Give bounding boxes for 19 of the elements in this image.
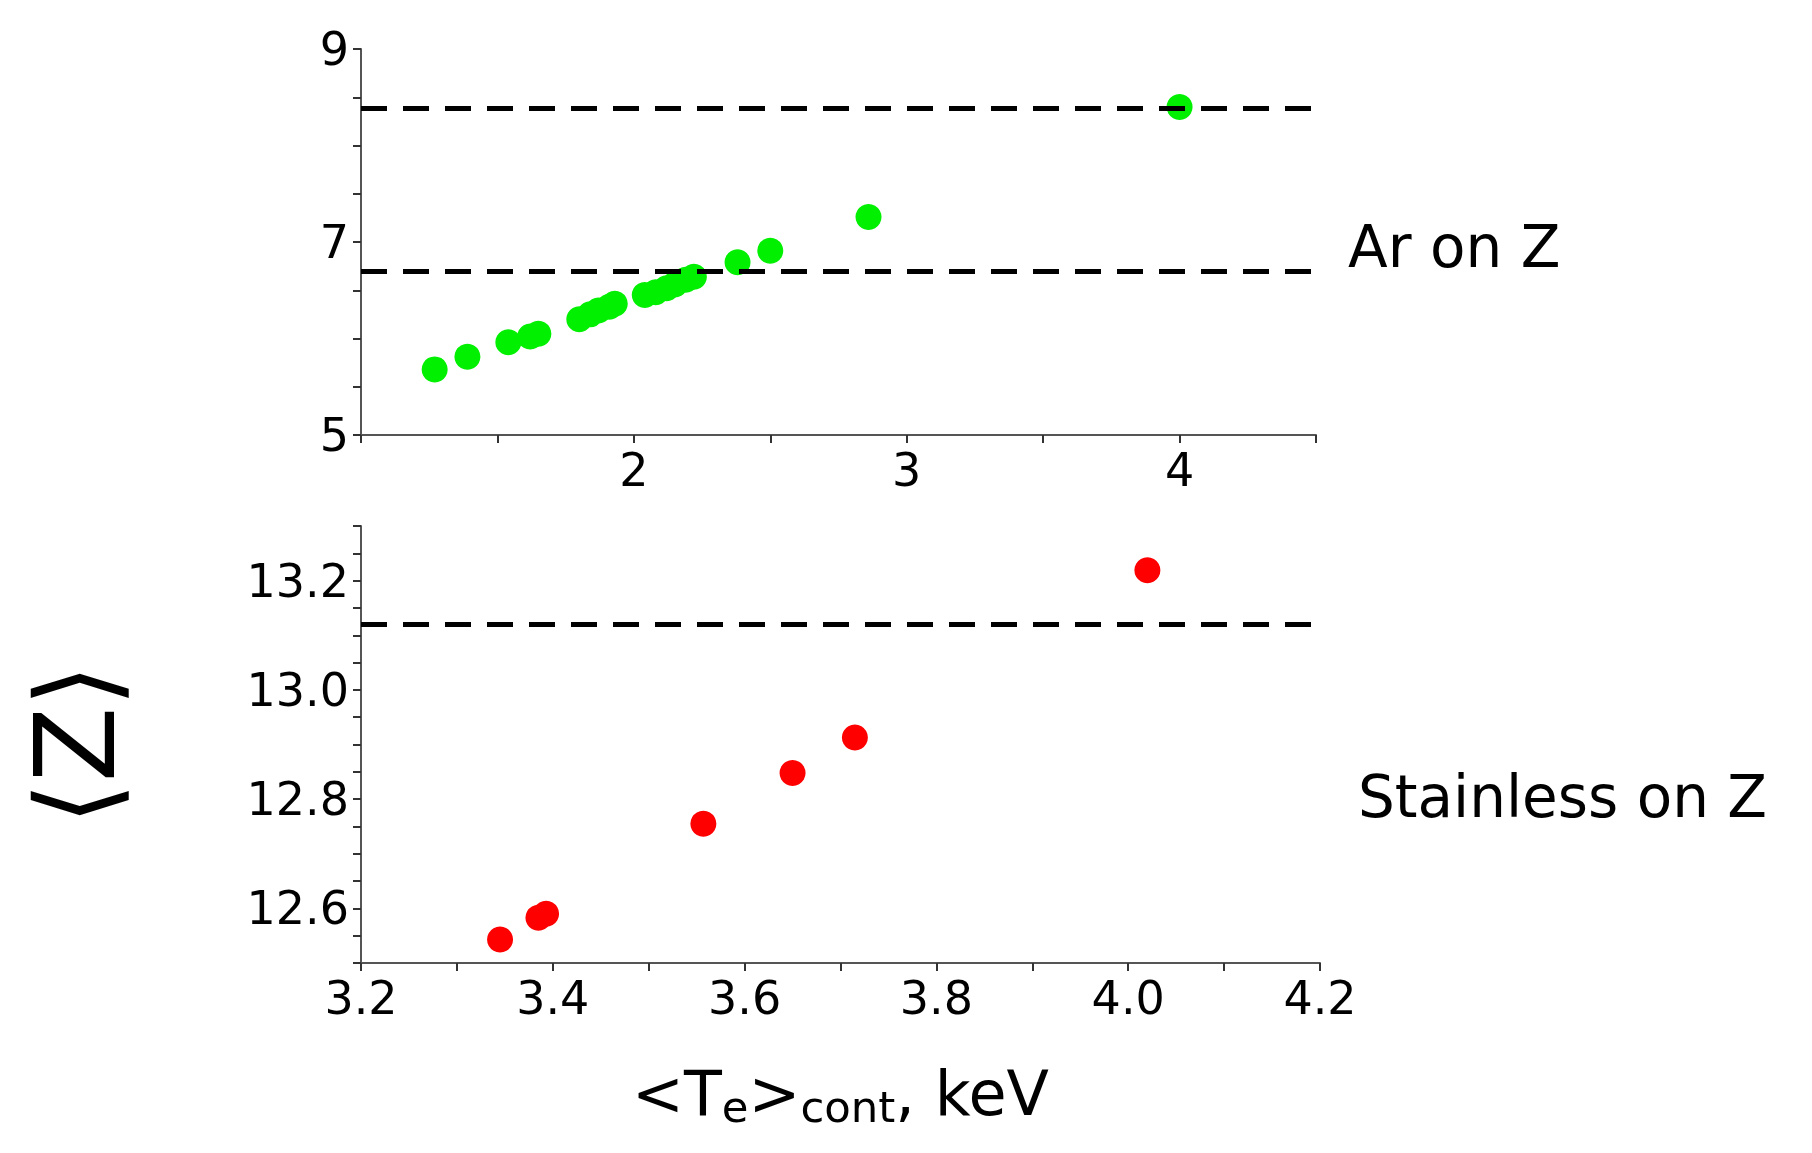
x-tick-label: 3.8 [899,971,973,1025]
x-tick-label: 4.0 [1091,971,1165,1025]
x-tick-label: 4 [1164,443,1195,497]
x-tick-label: 3.6 [708,971,782,1025]
text: Ar on Z [1348,213,1561,281]
y-tick-label: 13.2 [246,553,349,608]
x-tick-label: 2 [619,443,649,497]
x-tick-label: 4.2 [1283,971,1357,1025]
y-tick-label: 12.8 [246,772,349,827]
text: Stainless on Z [1358,763,1768,831]
y-tick-label: 9 [319,22,349,76]
y-tick-label: 12.6 [246,881,349,936]
y-tick-label: 7 [319,215,349,269]
x-tick-label: 3.4 [516,971,590,1025]
y-tick-label: 5 [319,408,349,462]
y-axis-title: ⟨Z⟩ [12,663,140,826]
x-tick-label: 3.2 [324,971,398,1025]
y-tick-label: 13.0 [246,662,349,717]
x-tick-label: 3 [892,443,922,497]
